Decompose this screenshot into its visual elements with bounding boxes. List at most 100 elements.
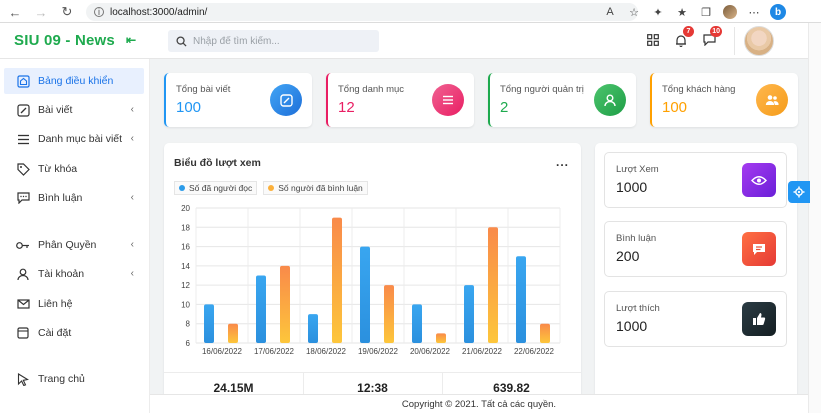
bar-readers[interactable] [204,304,214,343]
legend-item-readers[interactable]: Số đã người đọc [174,181,258,195]
bar-chart: 6 8 10 12 14 16 18 20 16/06/2022 17/06/2022 18/06/… [181,204,561,356]
bar-readers[interactable] [360,246,370,343]
bar-commenters[interactable] [332,217,342,343]
summary-value: 200 [616,248,640,264]
bar-readers[interactable] [464,285,474,343]
summary-card-views[interactable]: Lượt Xem 1000 [604,152,787,208]
sidebar-item-dashboard[interactable]: Bảng điều khiển [4,68,144,94]
chevron-left-icon: ‹ [130,239,134,250]
brand-title[interactable]: SIU 09 - News [14,32,115,49]
sidebar-item-label: Bình luận [38,192,83,204]
legend-label: Số người đã bình luận [278,183,363,193]
legend-dot [179,185,185,191]
page-scrollbar[interactable] [808,23,821,413]
messages-badge: 10 [710,26,722,37]
footer-divider [303,373,304,413]
bar-commenters[interactable] [488,227,498,343]
x-tick-label: 20/06/2022 [410,347,451,356]
reload-icon[interactable]: ↻ [61,4,73,19]
user-icon [594,84,626,116]
stat-card-categories[interactable]: Tổng danh mục 12 [326,73,474,127]
sidebar-item-label: Từ khóa [38,163,78,175]
sidebar-item-homepage[interactable]: Trang chủ [4,366,144,392]
tag-icon [16,162,30,176]
favorite-icon[interactable]: ☆ [629,6,639,19]
key-icon [16,238,30,252]
legend-label: Số đã người đọc [189,183,253,193]
user-avatar[interactable] [744,26,774,56]
bar-commenters[interactable] [384,285,394,343]
y-tick-label: 12 [181,281,190,290]
footer-metric: 639.82 [493,381,530,395]
address-bar[interactable]: i localhost:3000/admin/ [86,3,638,21]
sidebar-item-contact[interactable]: Liên hệ [4,291,144,317]
bar-commenters[interactable] [228,323,238,343]
bar-readers[interactable] [516,256,526,343]
sidebar-item-settings[interactable]: Cài đặt [4,320,144,346]
summary-card-comments[interactable]: Bình luận 200 [604,221,787,277]
sidebar-item-label: Cài đặt [38,327,72,339]
sidebar-item-categories[interactable]: Danh mục bài viết ‹ [4,126,144,152]
stat-value: 100 [662,99,688,116]
bar-commenters[interactable] [436,333,446,343]
stat-value: 2 [500,99,509,116]
x-tick-label: 22/06/2022 [514,347,555,356]
legend-item-commenters[interactable]: Số người đã bình luận [263,181,368,195]
sidebar-item-comments[interactable]: Bình luận ‹ [4,185,144,211]
chart-legend: Số đã người đọc Số người đã bình luận [174,181,368,195]
views-chart-card: Biểu đồ lượt xem ... Số đã người đọc Số … [164,143,581,413]
more-icon[interactable]: ⋯ [748,6,760,19]
stat-card-posts[interactable]: Tổng bài viết 100 [164,73,312,127]
cursor-icon [16,372,30,386]
settings-gear-icon[interactable] [788,181,810,203]
chart-footer: 24.15M 12:38 639.82 [164,372,581,413]
summary-card-likes[interactable]: Lượt thích 1000 [604,291,787,347]
sidebar-item-label: Trang chủ [38,373,85,385]
forward-icon[interactable]: → [34,4,48,20]
stat-card-customers[interactable]: Tổng khách hàng 100 [650,73,798,127]
user-icon [16,267,30,281]
back-icon[interactable]: ← [8,4,22,20]
eye-icon [742,163,776,197]
bar-readers[interactable] [308,314,318,343]
mail-icon [16,297,30,311]
extensions-icon[interactable]: ✦ [653,6,663,19]
sidebar-item-label: Bảng điều khiển [38,75,114,87]
favorites-list-icon[interactable]: ★ [677,6,687,19]
sidebar-item-label: Liên hệ [38,298,73,310]
footer-divider [442,373,443,413]
messages-icon[interactable]: 10 [699,26,722,50]
list-icon [16,132,30,146]
search-input[interactable] [193,35,373,47]
users-icon [756,84,788,116]
bar-commenters[interactable] [280,265,290,343]
sidebar-item-posts[interactable]: Bài viết ‹ [4,97,144,123]
stat-card-admins[interactable]: Tổng người quản trị 2 [488,73,636,127]
legend-dot [268,185,275,191]
collapse-sidebar-icon[interactable]: ⇤ [126,33,137,47]
sidebar-item-tags[interactable]: Từ khóa [4,156,144,182]
x-tick-label: 21/06/2022 [462,347,503,356]
home-icon [16,74,30,88]
summary-label: Bình luận [616,233,657,244]
collections-icon[interactable]: ❐ [701,6,711,19]
bar-readers[interactable] [256,275,266,344]
notifications-badge: 7 [683,26,694,37]
notifications-bell-icon[interactable]: 7 [671,26,694,50]
info-icon: i [94,7,104,17]
summary-value: 1000 [616,179,648,195]
more-options-icon[interactable]: ... [555,155,569,169]
search-box [168,30,379,52]
read-aloud-icon[interactable]: A [606,6,614,18]
bar-readers[interactable] [412,304,422,343]
sidebar-item-permissions[interactable]: Phân Quyền ‹ [4,232,144,258]
apps-grid-icon[interactable] [643,30,663,50]
chat-icon [742,232,776,266]
chevron-left-icon: ‹ [130,192,134,203]
profile-icon[interactable] [720,2,740,22]
bing-icon[interactable]: b [768,2,788,22]
stat-value: 100 [176,99,202,116]
bar-commenters[interactable] [540,323,550,343]
sidebar-item-accounts[interactable]: Tài khoản ‹ [4,261,144,287]
stat-value: 12 [338,99,355,116]
